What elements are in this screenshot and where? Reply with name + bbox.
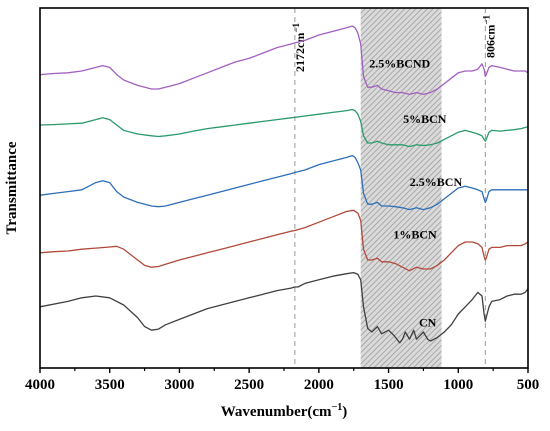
series-line-2-5-bcn — [39, 154, 528, 211]
x-axis-title: Wavenumber(cm−1) — [221, 402, 348, 420]
x-axis-title-close: ) — [342, 404, 347, 420]
x-tick-label-2: 3000 — [164, 377, 194, 393]
x-tick-label-0: 4000 — [25, 377, 55, 393]
x-tick-label-1: 3500 — [95, 377, 125, 393]
x-tick-label-5: 1500 — [374, 377, 404, 393]
series-label-2: 2.5%BCN — [410, 175, 463, 189]
annotation-label-sup-0: −1 — [291, 23, 301, 33]
series-line-1-bcn — [39, 209, 529, 272]
x-tick-label-4: 2000 — [304, 377, 334, 393]
annotation-label-1: 806cm−1 — [481, 15, 497, 58]
series-line-cn — [39, 271, 529, 344]
x-tick-label-3: 2500 — [234, 377, 264, 393]
x-axis-ticks: 4000 3500 3000 2500 2000 1500 1000 500 — [25, 368, 539, 393]
shaded-region — [360, 8, 442, 368]
annotation-label-main-1: 806cm — [483, 25, 497, 58]
x-tick-label-7: 500 — [517, 377, 540, 393]
x-tick-label-6: 1000 — [443, 377, 473, 393]
annotation-label-0: 2172cm−1 — [291, 23, 307, 72]
series-label-3: 5%BCN — [403, 112, 447, 126]
series-line-5-bcn — [39, 108, 529, 148]
annotation-label-main-0: 2172cm — [293, 33, 307, 72]
annotation-label-sup-1: −1 — [481, 15, 491, 25]
y-axis-title: Transmittance — [4, 141, 20, 234]
series-layer: CN 1%BCN 2.5%BCN 5%BCN 2.5%BCND — [39, 25, 529, 344]
series-label-1: 1%BCN — [393, 227, 437, 241]
x-axis-title-main: Wavenumber(cm — [221, 404, 332, 420]
series-line-2-5-bcnd — [39, 25, 529, 96]
series-label-0: CN — [419, 316, 437, 330]
series-label-4: 2.5%BCND — [369, 56, 430, 70]
x-axis-title-sup: −1 — [332, 402, 343, 413]
